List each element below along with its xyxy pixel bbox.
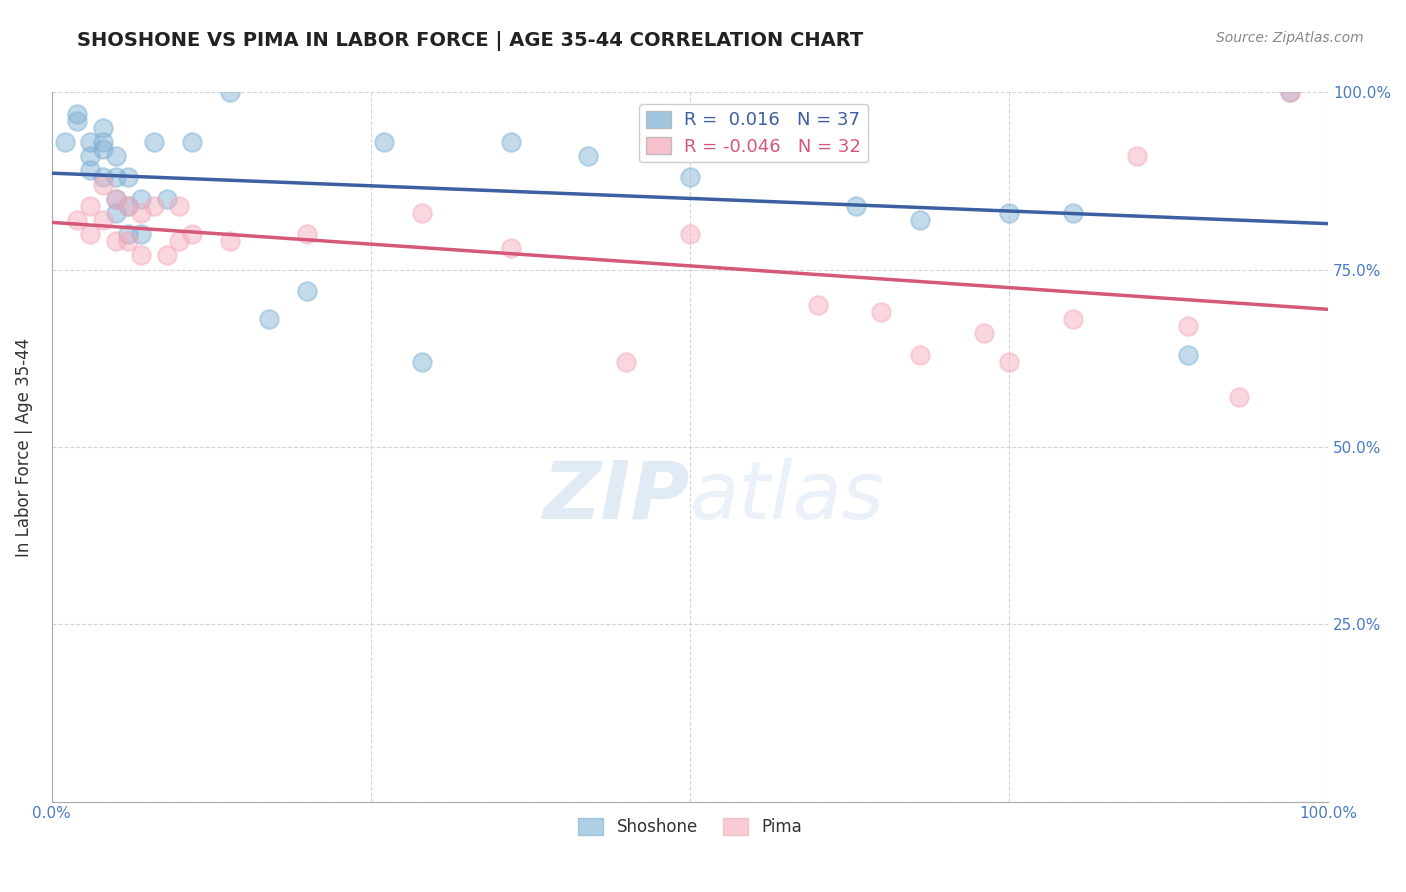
Point bbox=[117, 199, 139, 213]
Point bbox=[870, 305, 893, 319]
Point bbox=[104, 149, 127, 163]
Point bbox=[66, 213, 89, 227]
Point bbox=[79, 199, 101, 213]
Point bbox=[66, 106, 89, 120]
Text: ZIP: ZIP bbox=[543, 458, 690, 535]
Point bbox=[1278, 86, 1301, 100]
Point bbox=[998, 206, 1021, 220]
Y-axis label: In Labor Force | Age 35-44: In Labor Force | Age 35-44 bbox=[15, 337, 32, 557]
Text: Source: ZipAtlas.com: Source: ZipAtlas.com bbox=[1216, 31, 1364, 45]
Point bbox=[104, 206, 127, 220]
Point bbox=[104, 170, 127, 185]
Point bbox=[501, 241, 523, 255]
Point bbox=[576, 149, 599, 163]
Point bbox=[295, 284, 318, 298]
Point bbox=[91, 178, 114, 192]
Point bbox=[679, 227, 702, 242]
Point bbox=[908, 348, 931, 362]
Point bbox=[91, 170, 114, 185]
Point bbox=[156, 192, 179, 206]
Point bbox=[1278, 86, 1301, 100]
Point bbox=[257, 312, 280, 326]
Point bbox=[908, 213, 931, 227]
Point bbox=[104, 192, 127, 206]
Point bbox=[156, 248, 179, 262]
Point bbox=[806, 298, 828, 312]
Point bbox=[129, 192, 152, 206]
Point bbox=[91, 142, 114, 156]
Point bbox=[1177, 319, 1199, 334]
Point bbox=[845, 199, 868, 213]
Point bbox=[169, 199, 191, 213]
Point bbox=[117, 170, 139, 185]
Point bbox=[501, 135, 523, 149]
Point bbox=[411, 206, 433, 220]
Point bbox=[66, 113, 89, 128]
Point bbox=[91, 120, 114, 135]
Point bbox=[91, 213, 114, 227]
Point bbox=[129, 248, 152, 262]
Point bbox=[169, 235, 191, 249]
Point bbox=[373, 135, 395, 149]
Point bbox=[142, 135, 165, 149]
Point bbox=[614, 355, 637, 369]
Point bbox=[79, 227, 101, 242]
Point bbox=[117, 227, 139, 242]
Point bbox=[1125, 149, 1147, 163]
Point bbox=[973, 326, 995, 341]
Point bbox=[79, 163, 101, 178]
Point bbox=[117, 235, 139, 249]
Point bbox=[117, 199, 139, 213]
Point bbox=[295, 227, 318, 242]
Point bbox=[104, 192, 127, 206]
Text: atlas: atlas bbox=[690, 458, 884, 535]
Point bbox=[79, 149, 101, 163]
Point bbox=[181, 135, 204, 149]
Point bbox=[219, 235, 242, 249]
Point bbox=[79, 135, 101, 149]
Point bbox=[53, 135, 76, 149]
Point bbox=[129, 206, 152, 220]
Point bbox=[1062, 312, 1084, 326]
Point bbox=[129, 227, 152, 242]
Point bbox=[1177, 348, 1199, 362]
Point bbox=[998, 355, 1021, 369]
Point bbox=[806, 142, 828, 156]
Legend: Shoshone, Pima: Shoshone, Pima bbox=[571, 812, 808, 843]
Point bbox=[1227, 390, 1250, 404]
Point bbox=[679, 170, 702, 185]
Point bbox=[219, 86, 242, 100]
Point bbox=[411, 355, 433, 369]
Point bbox=[91, 135, 114, 149]
Point bbox=[142, 199, 165, 213]
Text: SHOSHONE VS PIMA IN LABOR FORCE | AGE 35-44 CORRELATION CHART: SHOSHONE VS PIMA IN LABOR FORCE | AGE 35… bbox=[77, 31, 863, 51]
Point bbox=[181, 227, 204, 242]
Point bbox=[1062, 206, 1084, 220]
Point bbox=[104, 235, 127, 249]
